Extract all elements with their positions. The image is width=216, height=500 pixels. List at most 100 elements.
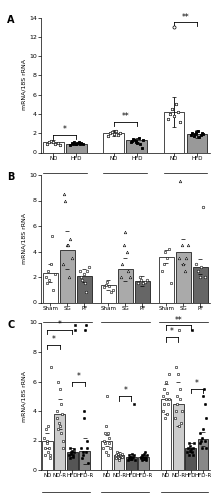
Point — [162, 400, 166, 407]
Point — [106, 278, 109, 286]
Point — [202, 130, 205, 138]
Point — [53, 270, 56, 278]
Point — [43, 434, 46, 442]
Point — [102, 444, 105, 452]
Point — [196, 128, 200, 136]
Text: **: ** — [175, 316, 182, 324]
Point — [44, 273, 47, 281]
Point — [103, 429, 106, 437]
Point — [78, 266, 81, 274]
Point — [140, 144, 143, 152]
Point — [68, 141, 72, 149]
Point — [191, 448, 194, 456]
Point — [175, 100, 178, 108]
Point — [142, 450, 145, 458]
Point — [191, 444, 194, 452]
Point — [127, 456, 130, 464]
Y-axis label: mRNA/18S rRNA: mRNA/18S rRNA — [21, 371, 26, 422]
Point — [108, 129, 111, 137]
Point — [106, 132, 109, 140]
Text: Nlrp1: Nlrp1 — [55, 182, 75, 191]
Point — [194, 260, 198, 268]
Point — [129, 138, 132, 146]
Point — [134, 138, 138, 146]
Bar — [101, 440, 112, 470]
Point — [84, 322, 87, 330]
Bar — [66, 144, 87, 152]
Point — [105, 392, 109, 400]
Point — [52, 138, 55, 146]
Point — [87, 263, 91, 271]
Point — [203, 273, 207, 281]
Bar — [67, 452, 78, 470]
Point — [116, 452, 119, 460]
Point — [189, 131, 193, 139]
Point — [81, 276, 84, 283]
Point — [145, 451, 149, 459]
Point — [145, 456, 148, 464]
Point — [52, 138, 55, 146]
Point — [162, 407, 165, 415]
Point — [115, 454, 118, 462]
Point — [56, 139, 59, 147]
Point — [56, 407, 59, 415]
Point — [168, 110, 172, 118]
Point — [202, 385, 206, 393]
Point — [129, 455, 133, 463]
Point — [161, 392, 164, 400]
Point — [48, 138, 51, 146]
Point — [124, 228, 127, 236]
Point — [201, 424, 205, 432]
Point — [174, 407, 177, 415]
Point — [102, 283, 105, 291]
Text: Nlrp3: Nlrp3 — [115, 330, 136, 340]
Point — [130, 450, 133, 458]
Point — [116, 131, 120, 139]
Bar — [193, 267, 208, 302]
Point — [139, 454, 142, 462]
Point — [183, 266, 187, 274]
Text: *: * — [52, 334, 56, 344]
Point — [205, 444, 208, 452]
Point — [186, 241, 190, 249]
Point — [85, 444, 88, 452]
Point — [179, 385, 182, 393]
Point — [136, 139, 139, 147]
Text: *: * — [76, 372, 80, 380]
Point — [189, 131, 193, 139]
Point — [144, 454, 148, 462]
Point — [116, 131, 120, 139]
Point — [48, 454, 52, 462]
Point — [144, 452, 147, 460]
Point — [178, 395, 181, 403]
Point — [71, 140, 75, 148]
Point — [166, 400, 170, 407]
Point — [200, 129, 204, 137]
Point — [46, 448, 49, 456]
Point — [46, 436, 49, 444]
Point — [68, 454, 72, 462]
Point — [109, 288, 113, 296]
Point — [73, 326, 77, 334]
Text: Nlrp6: Nlrp6 — [175, 182, 196, 191]
Point — [199, 429, 202, 437]
Point — [193, 130, 197, 138]
Point — [106, 429, 110, 437]
Point — [186, 444, 190, 452]
Point — [81, 140, 84, 148]
Point — [187, 451, 191, 459]
Bar — [103, 133, 124, 152]
Point — [196, 266, 199, 274]
Point — [74, 322, 77, 330]
Point — [71, 140, 75, 148]
Point — [176, 108, 180, 116]
Text: *: * — [195, 379, 199, 388]
Point — [167, 245, 171, 253]
Point — [138, 140, 142, 148]
Bar — [54, 414, 65, 470]
Point — [103, 440, 107, 448]
Text: **: ** — [182, 12, 189, 22]
Point — [106, 132, 109, 140]
Point — [120, 450, 124, 458]
Point — [64, 196, 67, 204]
